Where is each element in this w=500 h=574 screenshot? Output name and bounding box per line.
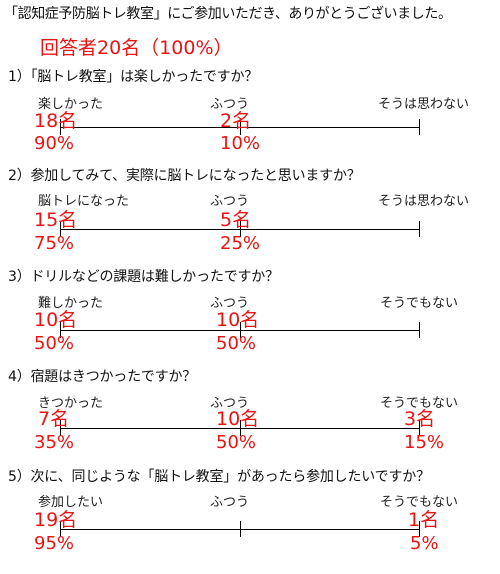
count-middle: 2名	[220, 110, 252, 132]
percent-middle: 10%	[220, 133, 261, 154]
scale-tick-left	[60, 420, 61, 436]
percent-left: 35%	[34, 432, 75, 453]
question-text: 5）次に、同じような「脳トレ教室」があったら参加したいですか？	[8, 469, 430, 485]
scale-tick-middle	[240, 521, 241, 537]
option-label-middle: ふつう	[210, 97, 250, 112]
option-label-right: そうは思わない	[378, 97, 470, 112]
scale-tick-middle	[240, 119, 241, 135]
percent-middle: 50%	[216, 333, 257, 354]
percent-middle: 25%	[220, 233, 261, 254]
percent-left: 90%	[34, 133, 75, 154]
question-text: 4）宿題はきつかったですか？	[8, 369, 197, 385]
percent-left: 75%	[34, 233, 75, 254]
percent-right: 15%	[404, 432, 445, 453]
count-middle: 10名	[216, 309, 260, 331]
option-label-left: 参加したい	[38, 495, 104, 510]
count-right: 3名	[404, 408, 436, 430]
question-text: 2）参加してみて、実際に脳トレになったと思いますか？	[8, 168, 361, 184]
question-text: 3）ドリルなどの課題は難しかったですか？	[8, 269, 279, 285]
percent-right: 5%	[410, 533, 439, 554]
count-left: 19名	[34, 509, 78, 531]
scale-tick-middle	[240, 420, 241, 436]
option-label-middle: ふつう	[210, 396, 250, 411]
option-label-left: 楽しかった	[38, 97, 104, 112]
scale-tick-right	[419, 322, 420, 338]
option-label-left: きつかった	[38, 396, 104, 411]
percent-middle: 50%	[216, 432, 257, 453]
scale-tick-right	[419, 521, 420, 537]
option-label-middle: ふつう	[210, 194, 250, 209]
question-text: 1）「脳トレ教室」は楽しかったですか？	[8, 69, 259, 85]
option-label-left: 脳トレになった	[38, 194, 130, 209]
scale-tick-middle	[240, 322, 241, 338]
count-left: 7名	[38, 408, 70, 430]
percent-left: 50%	[34, 333, 75, 354]
count-left: 15名	[34, 209, 78, 231]
count-left: 10名	[34, 309, 78, 331]
count-left: 18名	[34, 110, 78, 132]
count-right: 1名	[408, 509, 440, 531]
scale-tick-left	[60, 322, 61, 338]
option-label-right: そうでもない	[380, 495, 459, 510]
respondent-summary: 回答者20名（100%）	[40, 37, 233, 59]
percent-left: 95%	[34, 533, 75, 554]
option-label-middle: ふつう	[210, 296, 250, 311]
scale-tick-left	[60, 521, 61, 537]
scale-tick-right	[419, 221, 420, 237]
option-label-right: そうでもない	[380, 296, 459, 311]
count-middle: 10名	[216, 408, 260, 430]
scale-tick-left	[60, 119, 61, 135]
option-label-right: そうでもない	[380, 396, 459, 411]
option-label-left: 難しかった	[38, 296, 104, 311]
scale-tick-middle	[240, 221, 241, 237]
scale-tick-left	[60, 221, 61, 237]
count-middle: 5名	[220, 209, 252, 231]
scale-tick-right	[419, 119, 420, 135]
option-label-right: そうは思わない	[378, 194, 470, 209]
option-label-middle: ふつう	[210, 495, 250, 510]
scale-tick-right	[419, 420, 420, 436]
intro-text: 「認知症予防脳トレ教室」にご参加いただき、ありがとうございました。	[4, 6, 452, 22]
